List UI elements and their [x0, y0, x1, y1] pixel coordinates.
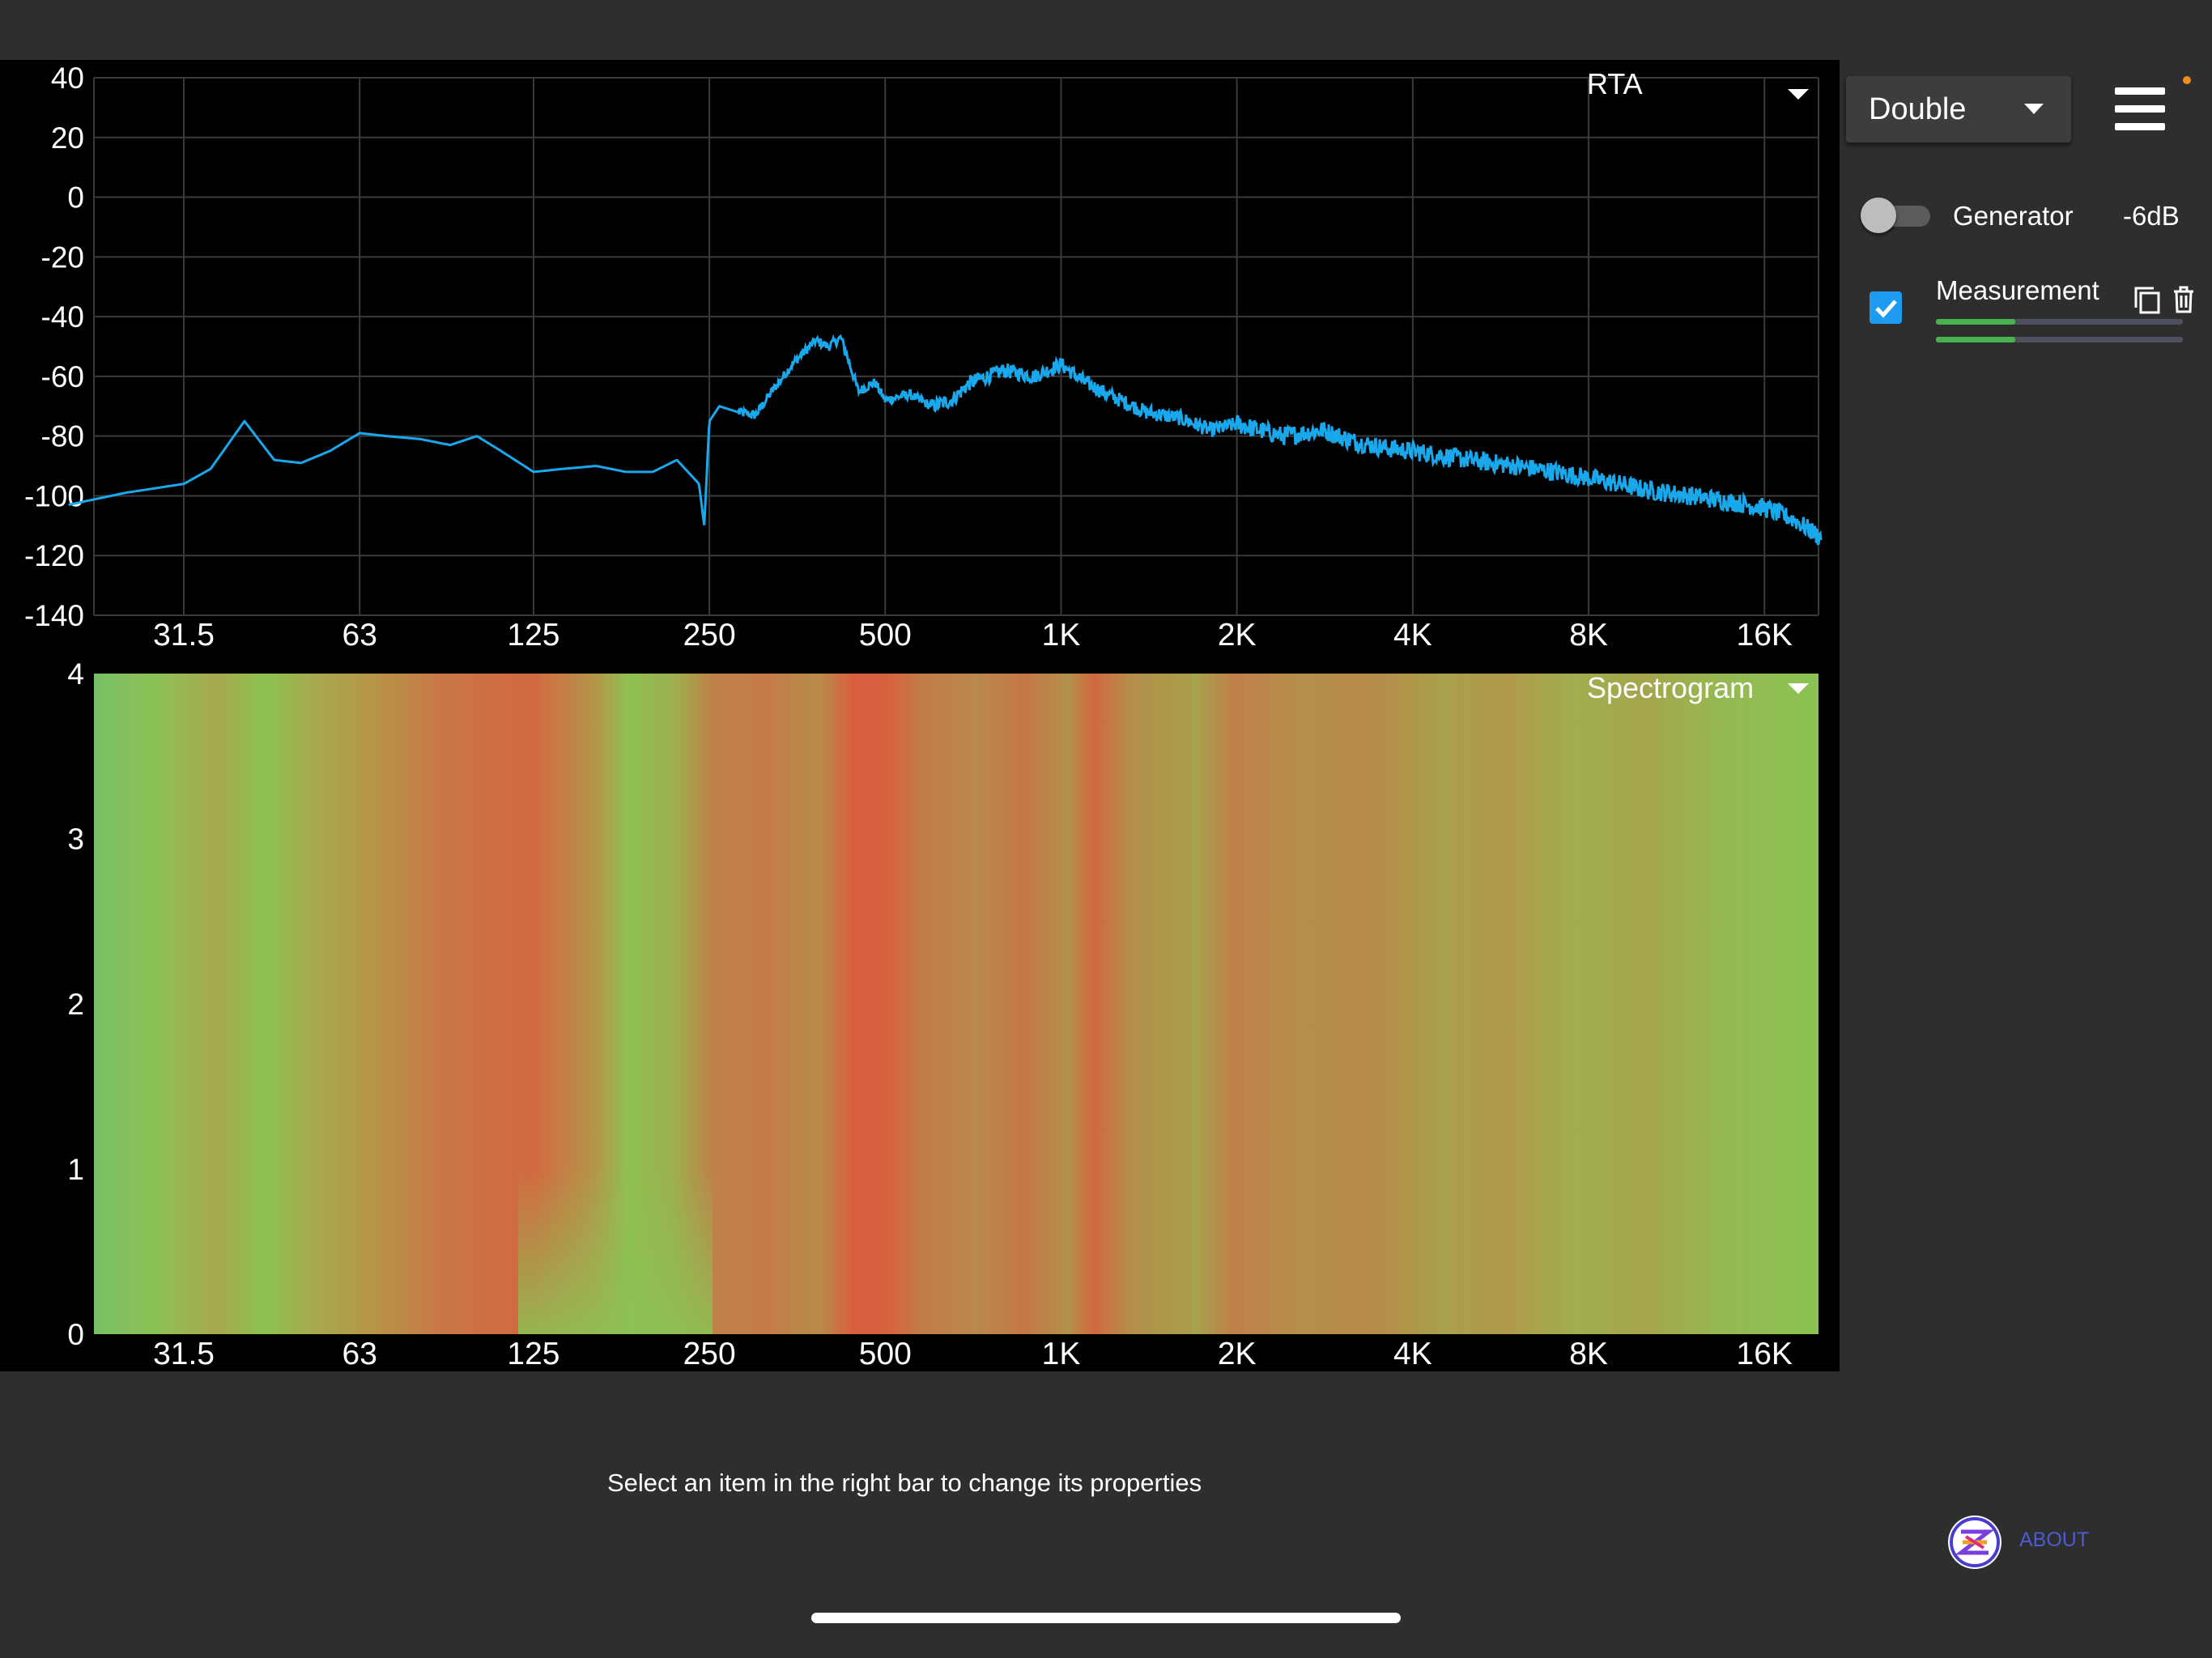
- spectrogram-x-tick-label: 250: [683, 1337, 736, 1371]
- measurement-label[interactable]: Measurement: [1936, 275, 2099, 305]
- spectrogram-y-tick-label: 3: [67, 823, 84, 856]
- generator-label[interactable]: Generator: [1953, 201, 2074, 231]
- rta-y-tick-label: 0: [67, 181, 84, 215]
- rta-x-tick-label: 250: [683, 618, 736, 653]
- notification-dot: [2183, 76, 2191, 84]
- hint-text: Select an item in the right bar to chang…: [607, 1469, 1202, 1497]
- generator-level[interactable]: -6dB: [2123, 201, 2180, 231]
- rta-y-tick-label: -20: [41, 240, 84, 274]
- view-mode-value: Double: [1869, 92, 1967, 126]
- spectrogram-x-tick-label: 500: [859, 1337, 912, 1371]
- rta-x-tick-label: 500: [859, 618, 912, 653]
- rta-y-tick-label: -120: [24, 539, 84, 572]
- spectrogram-y-axis: 4 3 2 1 0: [67, 657, 84, 1351]
- measurement-level-meter: [1936, 319, 2183, 325]
- home-indicator[interactable]: [811, 1613, 1401, 1623]
- spectrogram-x-tick-label: 2K: [1218, 1337, 1257, 1371]
- generator-toggle[interactable]: [1861, 198, 1930, 233]
- chevron-down-icon: [2024, 104, 2044, 114]
- hamburger-icon-bar: [2115, 105, 2165, 113]
- rta-x-tick-label: 125: [507, 618, 559, 653]
- rta-y-tick-label: -80: [41, 420, 84, 453]
- spectrogram-bottom-band: [518, 1169, 713, 1334]
- measurement-level-fill: [1936, 319, 2015, 325]
- spectrogram-y-tick-label: 0: [67, 1318, 84, 1351]
- about-link[interactable]: ABOUT: [2019, 1528, 2090, 1551]
- rta-y-tick-label: 20: [51, 121, 84, 155]
- spectrogram-x-tick-label: 31.5: [153, 1337, 215, 1371]
- rta-x-tick-label: 16K: [1737, 618, 1793, 653]
- spectrogram-mode-caret-icon[interactable]: [1788, 683, 1809, 694]
- spectrogram-x-tick-label: 8K: [1569, 1337, 1608, 1371]
- copy-icon[interactable]: [2133, 285, 2162, 316]
- rta-y-tick-label: -100: [24, 479, 84, 512]
- spectrogram-y-tick-label: 4: [67, 657, 84, 691]
- rta-x-tick-label: 4K: [1393, 618, 1432, 653]
- rta-x-tick-label: 1K: [1042, 618, 1081, 653]
- rta-x-axis: 31.5 63 125 250 500 1K 2K 4K 8K 16K: [153, 618, 1793, 653]
- rta-y-tick-label: -40: [41, 300, 84, 334]
- spectrogram-x-tick-label: 1K: [1042, 1337, 1081, 1371]
- checkmark-icon: [1875, 300, 1897, 318]
- rta-mode-label[interactable]: RTA: [1587, 67, 1643, 100]
- trash-icon[interactable]: [2172, 285, 2196, 314]
- hamburger-icon-bar: [2115, 123, 2165, 130]
- spectrogram-x-axis: 31.5 63 125 250 500 1K 2K 4K 8K 16K: [153, 1337, 1793, 1371]
- measurement-level-meter: [1936, 337, 2183, 342]
- rta-mode-caret-icon[interactable]: [1788, 89, 1809, 100]
- rta-y-tick-label: -140: [24, 599, 84, 632]
- spectrogram-x-tick-label: 125: [507, 1337, 559, 1371]
- spectrogram-mode-label[interactable]: Spectrogram: [1587, 671, 1754, 704]
- hamburger-icon: [2115, 87, 2165, 95]
- spectrogram-heatmap[interactable]: [94, 674, 1819, 1334]
- rta-grid: [93, 77, 1819, 616]
- spectrogram-y-tick-label: 2: [67, 988, 84, 1021]
- rta-panel[interactable]: [0, 60, 1840, 683]
- view-mode-dropdown[interactable]: Double: [1846, 76, 2071, 142]
- rta-series-line: [68, 334, 1823, 546]
- rta-x-tick-label: 8K: [1569, 618, 1608, 653]
- menu-button[interactable]: [2115, 87, 2165, 133]
- measurement-checkbox[interactable]: [1870, 291, 1902, 324]
- spectrogram-x-tick-label: 16K: [1737, 1337, 1793, 1371]
- measurement-level-fill: [1936, 337, 2015, 342]
- rta-x-tick-label: 63: [342, 618, 377, 653]
- rta-y-axis: 40 20 0 -20 -40 -60 -80 -100 -120 -140: [24, 62, 84, 632]
- app-logo-icon[interactable]: [1948, 1516, 2001, 1569]
- rta-y-tick-label: 40: [51, 62, 84, 95]
- rta-y-tick-label: -60: [41, 360, 84, 393]
- spectrogram-x-tick-label: 4K: [1393, 1337, 1432, 1371]
- spectrogram-y-tick-label: 1: [67, 1153, 84, 1186]
- spectrogram-x-tick-label: 63: [342, 1337, 377, 1371]
- rta-x-tick-label: 31.5: [153, 618, 215, 653]
- rta-x-tick-label: 2K: [1218, 618, 1257, 653]
- toggle-knob: [1861, 198, 1896, 233]
